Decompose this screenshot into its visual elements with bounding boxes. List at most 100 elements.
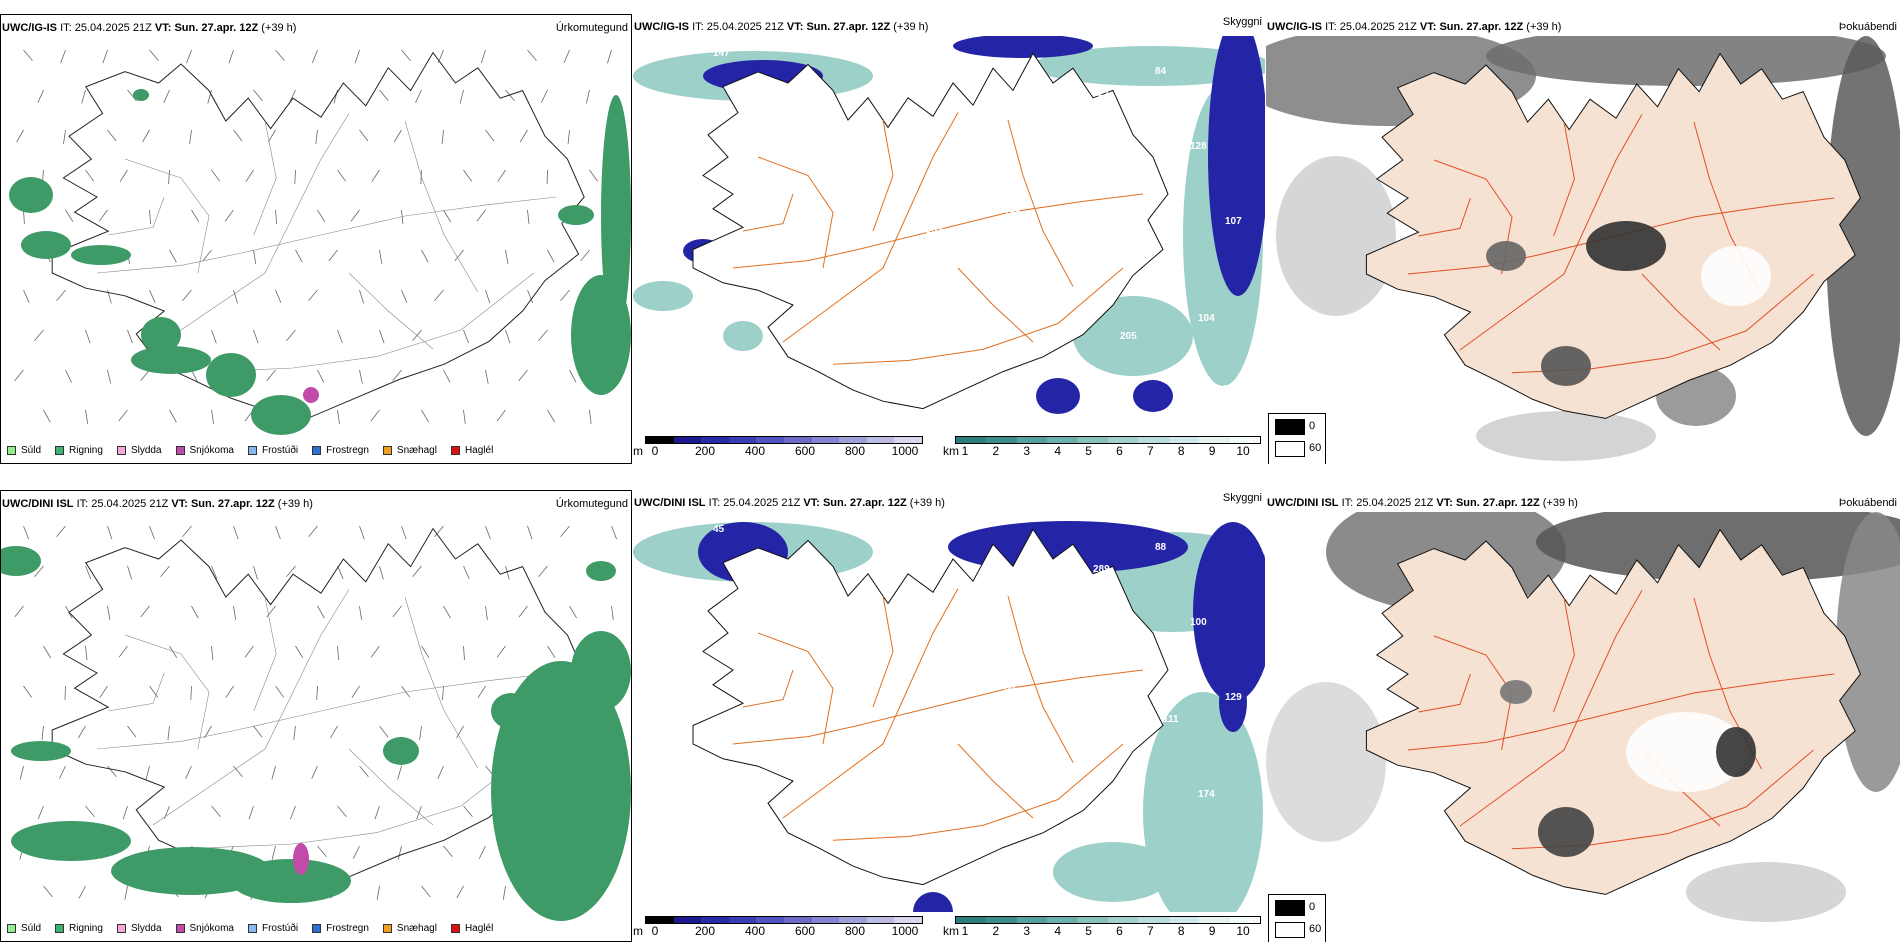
colorbar-tick: 400 [744, 444, 766, 458]
colorbar-tick: 200 [694, 444, 716, 458]
colorbar-tick: 10 [1236, 444, 1250, 458]
wind-barb [204, 725, 212, 739]
ceiling-colorbar-row2: m 0 200 400 600 800 1000 [633, 916, 933, 942]
wind-barb [127, 565, 133, 580]
wind-barb [611, 605, 614, 620]
legend-swatch [247, 924, 257, 933]
wind-barb [16, 129, 24, 143]
fog-shade [1266, 682, 1386, 842]
fog-legend-black [1275, 900, 1305, 916]
colorbar-tick: 0 [651, 924, 659, 938]
model-name: UWC/IG-IS [2, 22, 57, 34]
colorbar-tick: 600 [794, 444, 816, 458]
wind-barb [337, 169, 347, 182]
visibility-value-label: 100 [1190, 617, 1207, 628]
visibility-value-label: 135 [1128, 163, 1145, 174]
wind-barb [456, 725, 464, 739]
wind-barb [286, 329, 296, 341]
wind-barb [290, 805, 296, 820]
colorbar-tick: 1 [961, 924, 969, 938]
wind-barb [443, 845, 453, 858]
visibility-value-label: 111 [934, 57, 950, 68]
wind-barb [160, 565, 170, 577]
visibility-value-label: 166 [996, 851, 1013, 862]
wind-barb [315, 129, 318, 144]
fog-legend-label-0: 0 [1309, 901, 1316, 913]
colorbar-tick: 6 [1116, 444, 1123, 458]
wind-barb [527, 289, 534, 304]
model-name: UWC/IG-IS [634, 21, 689, 33]
legend-item-0: Súld [7, 923, 41, 934]
visibility-value-label: 108 [1058, 353, 1075, 364]
wind-barb [266, 605, 276, 618]
wind-barb [397, 765, 402, 780]
visibility-panel-row1: UWC/IG-IS IT: 25.04.2025 21Z VT: Sun. 27… [633, 14, 1265, 464]
visibility-value-label: 128 [1190, 141, 1207, 152]
wind-barb [23, 209, 25, 225]
fog-shade [1486, 36, 1886, 86]
fog-header-row1: UWC/IG-IS IT: 25.04.2025 21Z VT: Sun. 27… [1267, 21, 1561, 33]
fog-spot [1701, 246, 1771, 306]
fog-map-row2 [1266, 512, 1900, 942]
wind-barb [23, 289, 30, 303]
visibility-value-label: 119 [872, 555, 889, 566]
wind-barb [359, 765, 369, 778]
rain-area [133, 89, 149, 101]
wind-barb [77, 725, 86, 739]
wind-barb [538, 565, 548, 578]
wind-barb [107, 369, 112, 384]
colorbar-tick: 5 [1085, 924, 1092, 938]
wind-barb [56, 525, 66, 537]
model-name: UWC/DINI ISL [634, 497, 706, 509]
colorbar-tick: 1000 [891, 924, 919, 938]
wind-barb [370, 409, 380, 422]
ceiling-area [1036, 378, 1080, 414]
visibility-value-label: 147 [713, 48, 730, 59]
wind-barb [518, 369, 528, 382]
rain-area [11, 741, 71, 761]
precip-map-row1 [9, 49, 631, 435]
wind-barb [354, 49, 360, 64]
rain-area [491, 693, 531, 729]
wind-barb [211, 645, 214, 660]
legend-item-3: Snjókoma [175, 445, 234, 456]
visibility-value-label: 47 [732, 119, 744, 130]
wind-barb [392, 369, 402, 382]
it-label: IT: [1341, 497, 1354, 509]
wind-barb [337, 645, 339, 661]
wind-barb [463, 645, 465, 661]
visibility-area [1073, 296, 1193, 376]
visibility-value-label: 118 [864, 723, 881, 734]
wind-barb [415, 89, 422, 103]
legend-swatch [312, 446, 322, 455]
wind-barb [547, 645, 556, 659]
legend-swatch [55, 924, 65, 933]
wind-barb [311, 765, 318, 779]
rain-area [491, 661, 631, 921]
wind-barb [353, 845, 360, 859]
wind-barb [505, 329, 511, 344]
legend-item-1: Rigning [55, 923, 103, 934]
wind-barb [275, 525, 281, 540]
wind-barb [102, 49, 108, 64]
wind-barb [169, 645, 178, 659]
colorbar-tick: 2 [992, 444, 1000, 458]
wind-barb [421, 885, 431, 898]
visibility-value-label: 149 [775, 366, 792, 377]
wind-barb [207, 89, 212, 104]
wind-barb [497, 169, 506, 182]
wind-barb [370, 645, 380, 658]
visibility-value-label: 198 [1004, 207, 1021, 218]
row-1: UWC/IG-IS IT: 25.04.2025 21Z VT: Sun. 27… [0, 14, 1900, 464]
wind-barb [245, 169, 254, 183]
wind-barb [505, 565, 510, 580]
wind-barb [485, 525, 491, 540]
precip-title-row1: Úrkomutegund [555, 22, 628, 34]
wind-barb [225, 685, 234, 698]
wind-barb [317, 369, 325, 383]
visibility-value-label: 60 [1004, 683, 1016, 694]
wind-barb [359, 289, 364, 304]
wind-barb [99, 685, 108, 698]
rain-area [206, 353, 256, 397]
wind-barb [463, 805, 473, 817]
